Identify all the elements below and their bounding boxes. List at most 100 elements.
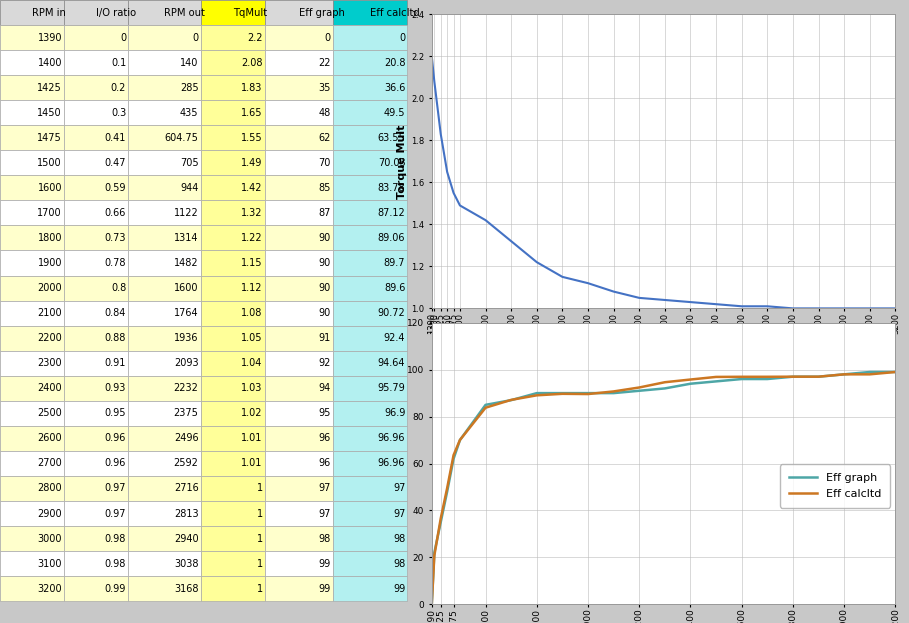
Text: 92: 92 (318, 358, 331, 368)
Eff calcltd (608, 388, 619, 395)
Bar (201, 376, 265, 401)
Text: 2.2: 2.2 (247, 32, 263, 42)
Text: 85: 85 (318, 183, 331, 193)
Text: 0.91: 0.91 (105, 358, 126, 368)
Bar (333, 100, 407, 125)
Text: Eff calcltd: Eff calcltd (370, 7, 420, 17)
Bar (201, 301, 265, 326)
Eff graph (435, 518, 446, 526)
Text: 1475: 1475 (37, 133, 62, 143)
Bar (0, 50, 65, 75)
Text: 1900: 1900 (37, 258, 62, 268)
Bar (201, 250, 265, 275)
Bar (0, 125, 65, 150)
Eff calcltd (890, 368, 901, 376)
Bar (201, 526, 265, 551)
Bar (128, 175, 201, 201)
Bar (265, 301, 333, 326)
Bar (0, 476, 65, 501)
Text: 96.96: 96.96 (378, 459, 405, 468)
Bar (265, 351, 333, 376)
Text: 0: 0 (325, 32, 331, 42)
Text: 1.22: 1.22 (241, 233, 263, 243)
Bar (333, 125, 407, 150)
Text: 0.95: 0.95 (105, 408, 126, 418)
Text: 140: 140 (180, 57, 198, 68)
Text: 3200: 3200 (37, 584, 62, 594)
Bar (333, 526, 407, 551)
Eff graph (813, 373, 824, 381)
Text: 1.15: 1.15 (241, 258, 263, 268)
Bar (128, 576, 201, 601)
Text: 1400: 1400 (37, 57, 62, 68)
Line: Eff calcltd: Eff calcltd (432, 372, 895, 604)
Text: 3100: 3100 (37, 559, 62, 569)
Text: 2500: 2500 (37, 408, 62, 418)
Eff calcltd (659, 379, 670, 386)
Eff graph (659, 384, 670, 392)
Text: 1.08: 1.08 (241, 308, 263, 318)
Bar (65, 175, 128, 201)
Text: 99: 99 (393, 584, 405, 594)
Eff graph (532, 389, 543, 397)
Bar (128, 201, 201, 226)
Text: 944: 944 (180, 183, 198, 193)
Bar (333, 226, 407, 250)
Eff graph (711, 378, 722, 385)
Text: 0.97: 0.97 (105, 508, 126, 518)
Text: 0.96: 0.96 (105, 459, 126, 468)
Text: 35: 35 (318, 83, 331, 93)
Eff calcltd (864, 371, 875, 378)
Text: 90: 90 (319, 258, 331, 268)
Text: 1800: 1800 (37, 233, 62, 243)
Text: 83.78: 83.78 (378, 183, 405, 193)
Eff calcltd (813, 373, 824, 381)
Text: 95.79: 95.79 (377, 383, 405, 393)
Eff calcltd (448, 452, 459, 459)
Text: RPM out: RPM out (165, 7, 205, 17)
Text: 1: 1 (256, 559, 263, 569)
Bar (265, 25, 333, 50)
Bar (201, 476, 265, 501)
Text: 2813: 2813 (174, 508, 198, 518)
Bar (201, 275, 265, 300)
Text: 0.41: 0.41 (105, 133, 126, 143)
Text: 0.93: 0.93 (105, 383, 126, 393)
Text: 89.6: 89.6 (384, 283, 405, 293)
Bar (201, 351, 265, 376)
Bar (65, 301, 128, 326)
Bar (265, 75, 333, 100)
Bar (65, 426, 128, 451)
Text: 90: 90 (319, 233, 331, 243)
Eff calcltd (839, 371, 850, 378)
Bar (201, 125, 265, 150)
Bar (0, 301, 65, 326)
Bar (201, 100, 265, 125)
Text: 2700: 2700 (37, 459, 62, 468)
Text: 604.75: 604.75 (165, 133, 198, 143)
Y-axis label: Torque Mult: Torque Mult (396, 124, 406, 199)
Text: 99: 99 (319, 584, 331, 594)
Bar (333, 150, 407, 175)
Eff graph (685, 380, 696, 388)
Text: 1600: 1600 (174, 283, 198, 293)
Bar (265, 50, 333, 75)
Text: 0.47: 0.47 (105, 158, 126, 168)
Eff calcltd (736, 373, 747, 381)
Eff graph (736, 375, 747, 383)
Text: 1: 1 (256, 533, 263, 544)
Bar (0, 226, 65, 250)
Bar (128, 25, 201, 50)
Eff graph (583, 389, 594, 397)
Text: 1.49: 1.49 (241, 158, 263, 168)
Eff calcltd (454, 436, 465, 444)
Bar (65, 226, 128, 250)
Bar (65, 25, 128, 50)
Text: 1.05: 1.05 (241, 333, 263, 343)
Eff calcltd (557, 390, 568, 397)
Text: 63.55: 63.55 (377, 133, 405, 143)
Text: I/O ratio: I/O ratio (96, 7, 136, 17)
Text: 1: 1 (256, 483, 263, 493)
Text: 1.55: 1.55 (241, 133, 263, 143)
Bar (65, 376, 128, 401)
